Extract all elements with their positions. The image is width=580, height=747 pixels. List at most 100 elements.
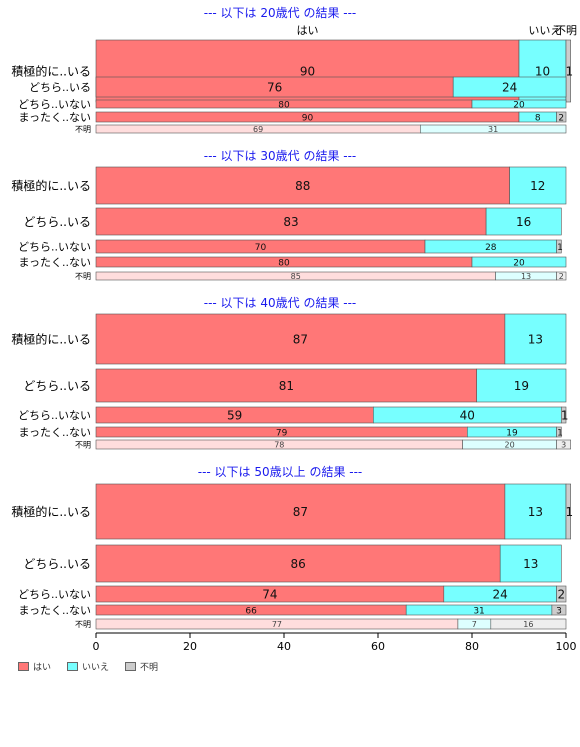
x-tick-label: 100 [556, 640, 577, 650]
row-label: どちら..いる [23, 379, 91, 393]
data-label: 13 [528, 333, 543, 347]
chart-legend: はい いいえ 不明 [18, 660, 168, 673]
row-label: 積極的に..いる [11, 64, 91, 79]
bar-segment [565, 483, 571, 540]
data-label: 16 [516, 215, 531, 229]
data-label: 85 [291, 272, 301, 281]
data-label: 80 [278, 100, 290, 110]
data-label: 16 [523, 620, 533, 629]
data-label: 90 [300, 65, 315, 79]
data-label: 28 [485, 243, 497, 253]
data-label: 90 [302, 113, 314, 123]
data-label: 59 [227, 409, 242, 423]
column-header: 不明 [555, 24, 577, 37]
bar-segment [556, 271, 567, 281]
bar-segment [95, 483, 506, 540]
x-tick-label: 80 [465, 640, 479, 650]
group-title: --- 以下は 20歳代 の結果 --- [204, 6, 357, 20]
data-label: 20 [513, 258, 525, 268]
data-label: 31 [473, 606, 484, 616]
x-tick-label: 60 [371, 640, 385, 650]
data-label: 86 [290, 557, 305, 571]
row-label: 不明 [75, 441, 91, 450]
legend-item-unknown: 不明 [125, 660, 158, 673]
data-label: 1 [566, 65, 574, 79]
bar-segment [490, 618, 567, 630]
group-title: --- 以下は 30歳代 の結果 --- [204, 149, 357, 163]
column-header: はい [297, 24, 319, 37]
bar-segment [504, 313, 567, 365]
bar-segment [565, 39, 571, 103]
row-label: 不明 [75, 272, 91, 281]
data-label: 13 [523, 557, 538, 571]
data-label: 81 [279, 379, 294, 393]
x-tick-label: 40 [277, 640, 291, 650]
group-title: --- 以下は 50歳以上 の結果 --- [198, 465, 363, 479]
data-label: 13 [528, 505, 543, 519]
data-label: 2 [557, 588, 565, 602]
legend-label-unknown: 不明 [140, 663, 159, 673]
bar-segment [560, 406, 567, 424]
row-label: まったく..ない [18, 604, 91, 617]
data-label: 19 [514, 379, 529, 393]
bar-segment [499, 544, 562, 583]
legend-swatch-unknown [125, 662, 137, 671]
legend-label-yes: はい [33, 663, 52, 673]
row-label: 不明 [75, 125, 91, 134]
data-label: 19 [506, 428, 518, 438]
bar-segment [509, 166, 567, 205]
data-label: 1 [566, 505, 574, 519]
group-title: --- 以下は 40歳代 の結果 --- [204, 296, 357, 310]
legend-swatch-no [67, 662, 79, 671]
data-label: 83 [283, 215, 298, 229]
bar-segment [485, 207, 562, 236]
row-label: 積極的に..いる [11, 178, 91, 193]
data-label: 88 [295, 179, 310, 193]
bar-segment [95, 207, 487, 236]
bar-segment [95, 166, 510, 205]
bar-segment [556, 239, 562, 254]
data-label: 2 [558, 113, 564, 123]
data-label: 12 [530, 179, 545, 193]
row-label: どちら..いない [18, 98, 91, 111]
bar-segment [471, 99, 567, 109]
bar-segment [556, 426, 562, 438]
bar-segment [452, 76, 567, 98]
data-label: 78 [274, 441, 284, 450]
x-tick-label: 0 [93, 640, 100, 650]
row-label: どちら..いない [18, 409, 91, 422]
x-tick-label: 20 [183, 640, 197, 650]
data-label: 24 [502, 81, 517, 95]
bar-segment [556, 439, 571, 450]
data-label: 20 [505, 441, 515, 450]
data-label: 3 [556, 606, 562, 616]
bar-segment [504, 483, 567, 540]
data-label: 69 [253, 125, 263, 134]
bar-segment [95, 544, 501, 583]
bar-segment [556, 585, 567, 603]
row-label: まったく..ない [18, 256, 91, 269]
column-header: いいえ [528, 24, 561, 37]
row-label: どちら..いる [23, 557, 91, 571]
row-label: どちら..いない [18, 588, 91, 601]
bar-segment [419, 124, 567, 134]
data-label: 70 [255, 243, 267, 253]
row-label: 不明 [75, 620, 91, 629]
row-label: どちら..いない [18, 241, 91, 254]
stacked-bar-chart: --- 以下は 20歳代 の結果 --- 積極的に..いる 90 1 0 1 どちら..いる… [11, 6, 577, 650]
data-label: 87 [293, 333, 308, 347]
bar-segment [551, 604, 567, 616]
legend-swatch-yes [18, 662, 29, 671]
bar-segment [95, 313, 506, 365]
bar-segment [556, 111, 567, 123]
data-label: 79 [276, 428, 288, 438]
row-label: どちら..いる [29, 81, 91, 94]
data-label: 8 [535, 113, 541, 123]
data-label: 13 [521, 272, 531, 281]
data-label: 80 [278, 258, 290, 268]
data-label: 74 [262, 588, 277, 602]
data-label: 1 [557, 243, 563, 253]
legend-item-yes: はい [18, 660, 51, 673]
row-label: まったく..ない [18, 426, 91, 439]
data-label: 1 [557, 428, 563, 438]
